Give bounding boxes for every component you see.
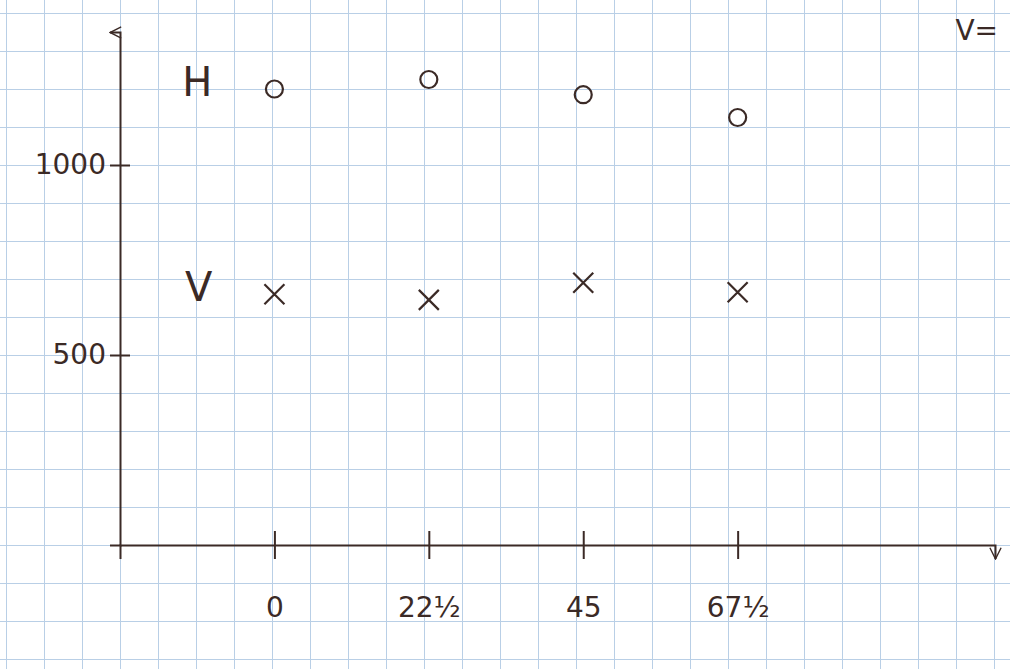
chart: 022½4567½5001000HVV= [0, 0, 1010, 669]
point-cross [264, 284, 284, 304]
x-axis-line [121, 546, 996, 560]
series-labels: HV [182, 59, 213, 310]
y-tick-mark [110, 355, 130, 357]
point-circle [729, 109, 746, 126]
series [266, 71, 746, 126]
y-axis: 500 1000 [35, 33, 130, 546]
point-cross [419, 290, 439, 310]
x-tick-label: 0 [266, 591, 284, 624]
point-cross [728, 282, 748, 302]
x-tick-label: 67½ [707, 591, 770, 624]
series [264, 273, 747, 310]
y-tick-label: 1000 [35, 148, 106, 181]
y-tick: 500 [53, 338, 130, 371]
x-tick-mark [274, 531, 276, 559]
point-cross [573, 273, 593, 293]
y-tick-label: 500 [53, 338, 106, 371]
series-label: V [185, 264, 213, 310]
x-tick-label: 22½ [398, 591, 461, 624]
point-circle [266, 81, 283, 98]
x-tick: 22½ [398, 531, 461, 624]
point-circle [575, 86, 592, 103]
series-label: H [182, 59, 212, 105]
y-tick-mark [110, 165, 130, 167]
x-tick-mark [583, 531, 585, 559]
x-axis: 0 22½ 45 67½ [121, 531, 996, 624]
x-tick: 45 [566, 531, 602, 624]
x-tick-mark [428, 531, 430, 559]
point-circle [420, 71, 437, 88]
x-tick-label: 45 [566, 591, 602, 624]
y-tick: 1000 [35, 148, 130, 181]
annotation: V= [955, 14, 998, 47]
x-tick: 0 [266, 531, 284, 624]
y-axis-line [110, 33, 121, 546]
x-tick: 67½ [707, 531, 770, 624]
plot-area [264, 71, 747, 310]
x-tick-mark [737, 531, 739, 559]
